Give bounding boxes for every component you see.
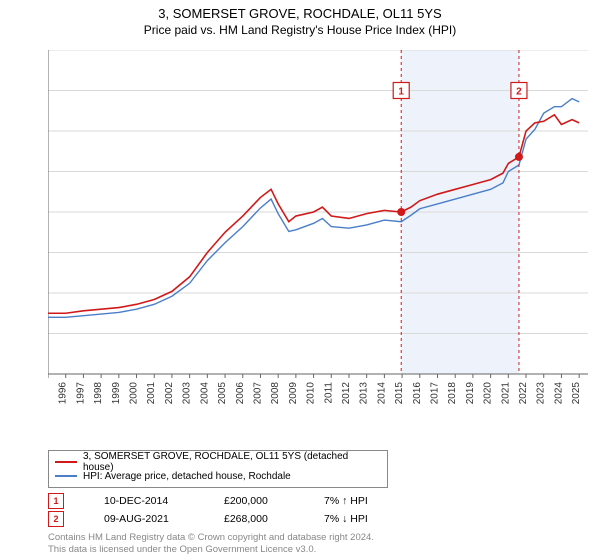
svg-text:1998: 1998 — [93, 382, 104, 405]
svg-text:2017: 2017 — [430, 382, 441, 405]
svg-text:1997: 1997 — [75, 382, 86, 405]
legend-label: HPI: Average price, detached house, Roch… — [83, 471, 291, 482]
attribution-line-1: Contains HM Land Registry data © Crown c… — [48, 532, 374, 544]
chart-svg: £0£50K£100K£150K£200K£250K£300K£350K£400… — [48, 50, 588, 410]
sale-price: £268,000 — [224, 513, 284, 525]
svg-text:2023: 2023 — [536, 382, 547, 405]
svg-text:2: 2 — [516, 87, 522, 98]
svg-text:2008: 2008 — [270, 382, 281, 405]
chart-title: 3, SOMERSET GROVE, ROCHDALE, OL11 5YS — [0, 0, 600, 21]
svg-text:1: 1 — [398, 87, 404, 98]
sale-row: 2 09-AUG-2021 £268,000 7% ↓ HPI — [48, 510, 588, 528]
svg-text:2006: 2006 — [235, 382, 246, 405]
chart-subtitle: Price paid vs. HM Land Registry's House … — [0, 21, 600, 41]
svg-text:2021: 2021 — [500, 382, 511, 405]
sale-price: £200,000 — [224, 495, 284, 507]
attribution-line-2: This data is licensed under the Open Gov… — [48, 544, 374, 556]
svg-text:2018: 2018 — [447, 382, 458, 405]
sale-hpi-delta: 7% ↑ HPI — [324, 495, 394, 507]
svg-text:2022: 2022 — [518, 382, 529, 405]
sale-date: 09-AUG-2021 — [104, 513, 184, 525]
svg-text:2004: 2004 — [199, 382, 210, 405]
sale-datapoints: 1 10-DEC-2014 £200,000 7% ↑ HPI 2 09-AUG-2021… — [48, 492, 588, 528]
svg-text:2011: 2011 — [323, 382, 334, 404]
svg-text:2002: 2002 — [164, 382, 175, 405]
svg-text:2007: 2007 — [252, 382, 263, 405]
legend: 3, SOMERSET GROVE, ROCHDALE, OL11 5YS (d… — [48, 450, 388, 488]
svg-text:1999: 1999 — [111, 382, 122, 405]
svg-text:2000: 2000 — [129, 382, 140, 405]
svg-text:1996: 1996 — [58, 382, 69, 405]
svg-text:2025: 2025 — [571, 382, 582, 405]
sale-hpi-delta: 7% ↓ HPI — [324, 513, 394, 525]
svg-text:2020: 2020 — [483, 382, 494, 405]
sale-date: 10-DEC-2014 — [104, 495, 184, 507]
svg-text:2015: 2015 — [394, 382, 405, 405]
chart-container: 3, SOMERSET GROVE, ROCHDALE, OL11 5YS Pr… — [0, 0, 600, 560]
legend-row: 3, SOMERSET GROVE, ROCHDALE, OL11 5YS (d… — [55, 455, 381, 469]
svg-text:2005: 2005 — [217, 382, 228, 405]
svg-text:2014: 2014 — [376, 382, 387, 405]
sale-marker-icon: 1 — [48, 493, 64, 509]
attribution: Contains HM Land Registry data © Crown c… — [48, 532, 374, 556]
legend-swatch — [55, 461, 77, 463]
svg-text:2003: 2003 — [182, 382, 193, 405]
svg-text:2012: 2012 — [341, 382, 352, 405]
svg-text:2009: 2009 — [288, 382, 299, 405]
svg-text:2013: 2013 — [359, 382, 370, 405]
chart-plot-area: £0£50K£100K£150K£200K£250K£300K£350K£400… — [48, 50, 588, 410]
svg-text:2016: 2016 — [412, 382, 423, 405]
sale-marker-icon: 2 — [48, 511, 64, 527]
legend-swatch — [55, 475, 77, 477]
svg-text:2010: 2010 — [306, 382, 317, 405]
svg-text:1995: 1995 — [48, 382, 51, 405]
svg-text:2024: 2024 — [553, 382, 564, 405]
sale-row: 1 10-DEC-2014 £200,000 7% ↑ HPI — [48, 492, 588, 510]
svg-text:2019: 2019 — [465, 382, 476, 405]
svg-text:2001: 2001 — [146, 382, 157, 405]
